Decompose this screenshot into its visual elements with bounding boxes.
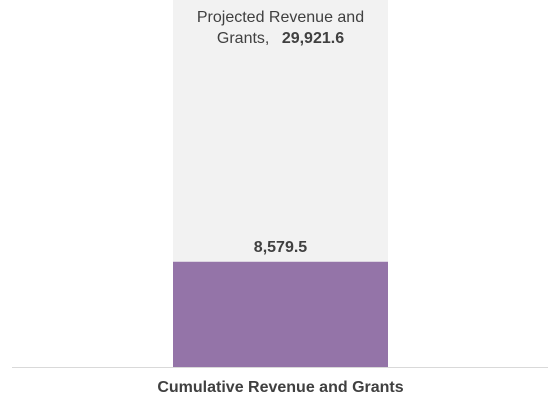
category-label: Cumulative Revenue and Grants [157,379,403,396]
projected-label-line2: Grants, 29,921.6 [217,30,344,47]
projected-value-label: 29,921.6 [282,30,344,47]
actual-revenue-bar [173,261,388,367]
projected-label-line1: Projected Revenue and [197,9,364,26]
actual-value-label: 8,579.5 [254,239,307,256]
projected-label-prefix: Grants, [217,30,269,47]
